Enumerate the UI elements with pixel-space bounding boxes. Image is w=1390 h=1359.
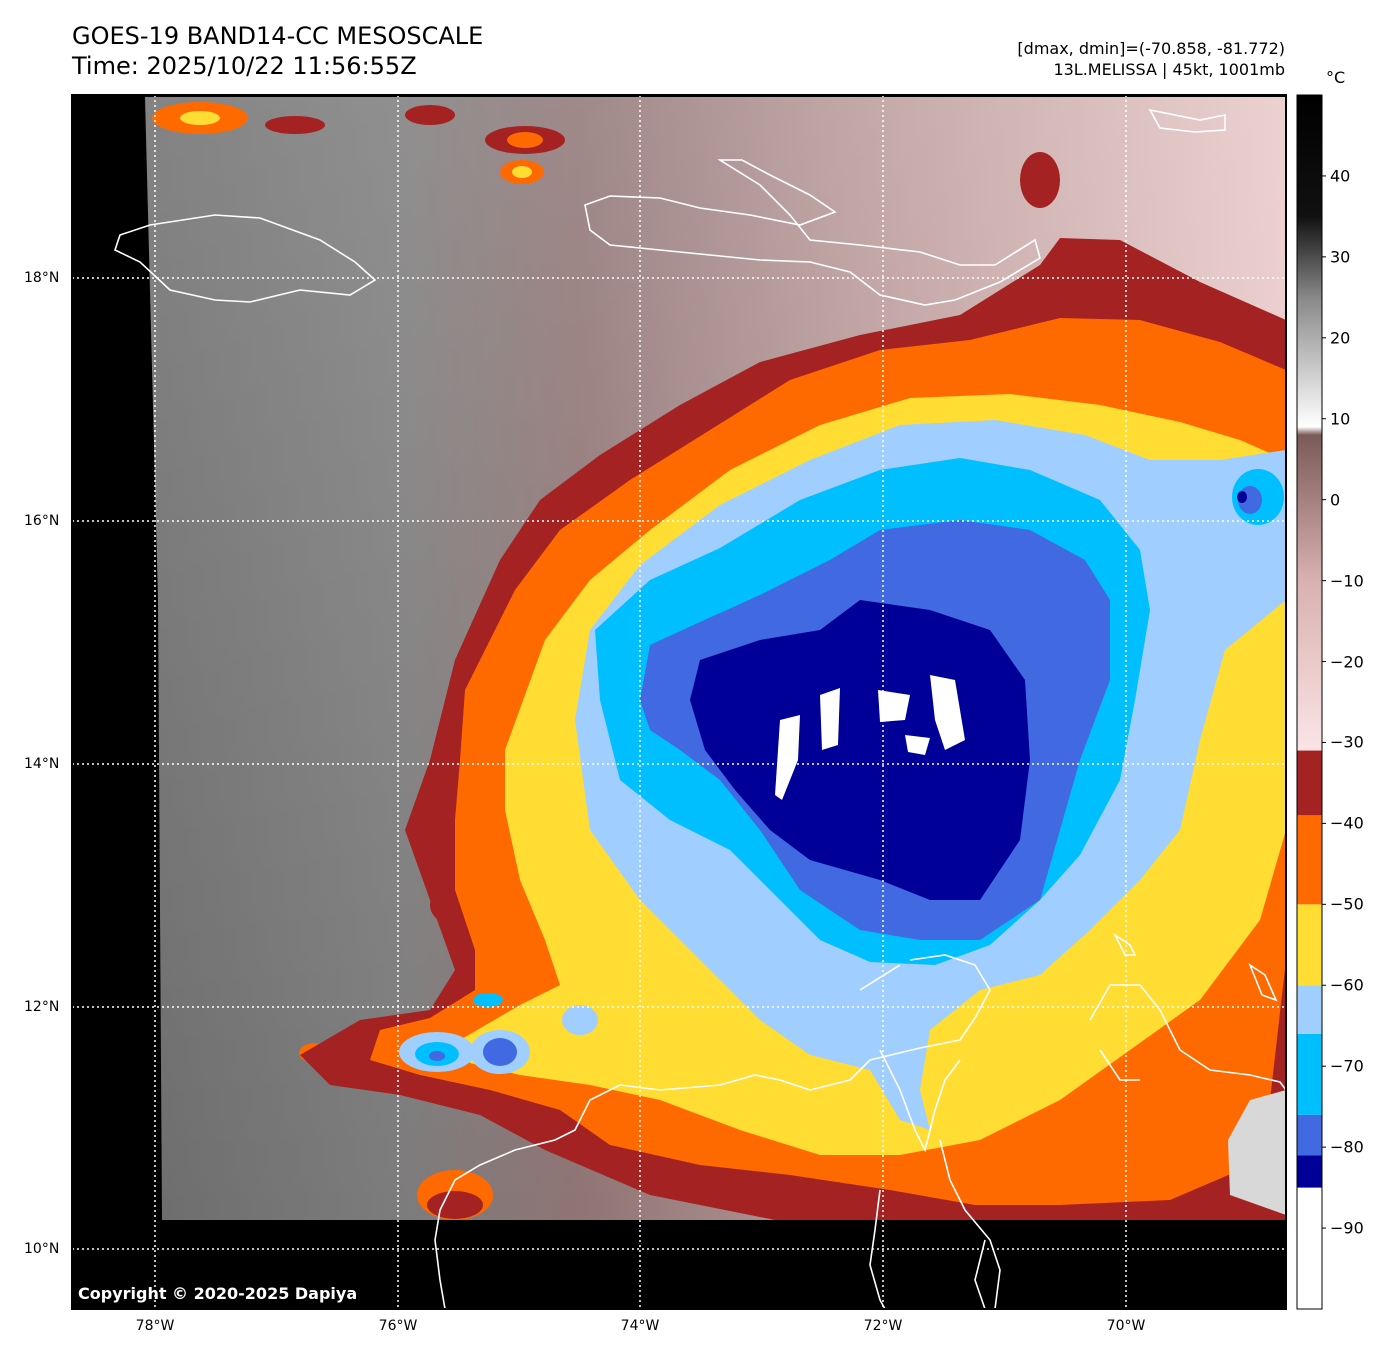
lat-label-18n: 18°N (24, 270, 60, 286)
clear-patch-southeast (1228, 1090, 1286, 1215)
lat-label-16n: 16°N (24, 513, 60, 529)
colorbar-frame (1296, 94, 1323, 1310)
colorbar-tick-label: −40 (1330, 813, 1364, 833)
colorbar-band (1297, 904, 1322, 986)
colorbar-tick-label: −10 (1330, 571, 1364, 591)
lat-label-14n: 14°N (24, 756, 60, 772)
product-title: GOES-19 BAND14-CC MESOSCALE (72, 22, 484, 50)
map-frame (71, 94, 1287, 1310)
lon-label-76w: 76°W (378, 1318, 418, 1334)
colorbar (1296, 94, 1326, 1310)
colorbar-tick-label: 20 (1330, 328, 1351, 348)
lon-label-74w: 74°W (620, 1318, 660, 1334)
colorbar-tick-label: 40 (1330, 166, 1351, 186)
colorbar-tick-label: −20 (1330, 652, 1364, 672)
temperature-range-label: [dmax, dmin]=(-70.858, -81.772) (1017, 39, 1285, 58)
lat-lon-gridlines (72, 95, 1286, 1309)
colorbar-tick-label: −70 (1330, 1056, 1364, 1076)
colorbar-gradient-segment (1297, 95, 1322, 751)
colorbar-band (1297, 815, 1322, 905)
colorbar-band (1297, 1155, 1322, 1188)
colorbar-unit-label: °C (1326, 68, 1346, 87)
colorbar-band (1297, 750, 1322, 816)
storm-info-label: 13L.MELISSA | 45kt, 1001mb (1053, 60, 1285, 79)
coldest-tops-white (775, 675, 965, 800)
colorbar-tick-label: −90 (1330, 1218, 1364, 1238)
secondary-cells (399, 469, 1284, 1074)
copyright-notice: Copyright © 2020-2025 Dapiya (78, 1284, 358, 1303)
colorbar-tick-label: 30 (1330, 247, 1351, 267)
lon-label-70w: 70°W (1106, 1318, 1146, 1334)
lat-label-10n: 10°N (24, 1241, 60, 1257)
lon-label-78w: 78°W (135, 1318, 175, 1334)
colorbar-band (1297, 1033, 1322, 1115)
coastlines (114, 108, 1286, 1309)
timestamp-title: Time: 2025/10/22 11:56:55Z (72, 52, 417, 80)
colorbar-tick-label: −30 (1330, 732, 1364, 752)
satellite-image (72, 95, 1286, 1309)
colorbar-band (1297, 985, 1322, 1034)
colorbar-tick-label: 0 (1330, 490, 1341, 510)
colorbar-tick-label: −80 (1330, 1137, 1364, 1157)
lon-label-72w: 72°W (863, 1318, 903, 1334)
colorbar-tick-label: 10 (1330, 409, 1351, 429)
colorbar-band (1297, 1114, 1322, 1156)
colorbar-tick-label: −50 (1330, 894, 1364, 914)
colorbar-tick-label: −60 (1330, 975, 1364, 995)
cloud-band-darkblue (690, 600, 1030, 900)
colorbar-band (1297, 1187, 1322, 1309)
lat-label-12n: 12°N (24, 999, 60, 1015)
scattered-cloud-cells (152, 102, 1060, 1220)
